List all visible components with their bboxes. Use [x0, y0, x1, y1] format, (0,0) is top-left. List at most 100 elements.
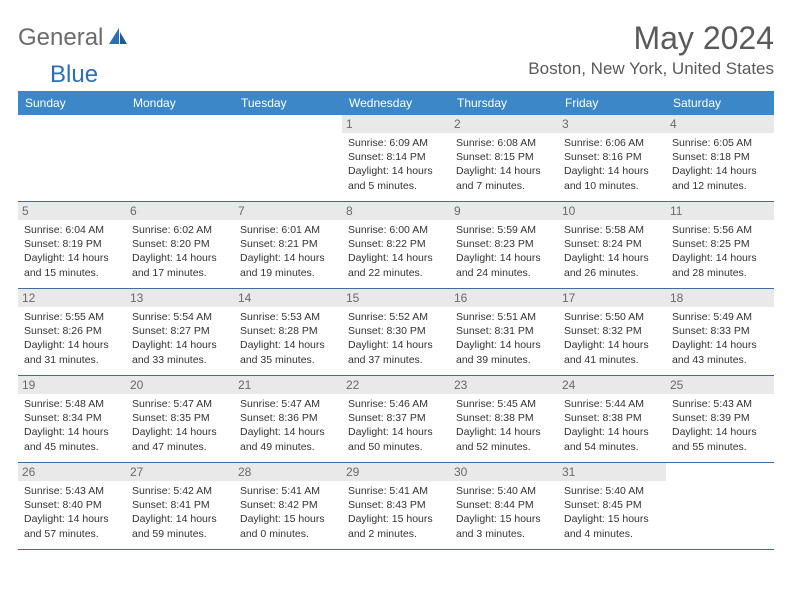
daylight-text: Daylight: 14 hours and 54 minutes. — [564, 425, 660, 453]
sunrise-text: Sunrise: 5:43 AM — [672, 397, 768, 411]
location-subtitle: Boston, New York, United States — [528, 59, 774, 79]
sunset-text: Sunset: 8:16 PM — [564, 150, 660, 164]
day-number: 20 — [126, 376, 234, 394]
day-number: 11 — [666, 202, 774, 220]
day-cell: 23Sunrise: 5:45 AMSunset: 8:38 PMDayligh… — [450, 376, 558, 462]
empty-cell — [18, 115, 126, 201]
weeks-container: 1Sunrise: 6:09 AMSunset: 8:14 PMDaylight… — [18, 115, 774, 550]
week-row: 19Sunrise: 5:48 AMSunset: 8:34 PMDayligh… — [18, 376, 774, 463]
daylight-text: Daylight: 14 hours and 17 minutes. — [132, 251, 228, 279]
daylight-text: Daylight: 14 hours and 35 minutes. — [240, 338, 336, 366]
day-number: 18 — [666, 289, 774, 307]
daylight-text: Daylight: 14 hours and 43 minutes. — [672, 338, 768, 366]
daylight-text: Daylight: 14 hours and 5 minutes. — [348, 164, 444, 192]
day-cell: 27Sunrise: 5:42 AMSunset: 8:41 PMDayligh… — [126, 463, 234, 549]
day-cell: 17Sunrise: 5:50 AMSunset: 8:32 PMDayligh… — [558, 289, 666, 375]
empty-cell — [126, 115, 234, 201]
daylight-text: Daylight: 15 hours and 0 minutes. — [240, 512, 336, 540]
day-cell: 10Sunrise: 5:58 AMSunset: 8:24 PMDayligh… — [558, 202, 666, 288]
day-number: 13 — [126, 289, 234, 307]
day-cell: 12Sunrise: 5:55 AMSunset: 8:26 PMDayligh… — [18, 289, 126, 375]
day-cell: 20 Sunrise: 5:47 AMSunset: 8:35 PMDayligh… — [126, 376, 234, 462]
sunset-text: Sunset: 8:39 PM — [672, 411, 768, 425]
day-number: 31 — [558, 463, 666, 481]
sunrise-text: Sunrise: 6:01 AM — [240, 223, 336, 237]
day-number: 28 — [234, 463, 342, 481]
daylight-text: Daylight: 14 hours and 50 minutes. — [348, 425, 444, 453]
sunrise-text: Sunrise: 5:55 AM — [24, 310, 120, 324]
week-row: 12Sunrise: 5:55 AMSunset: 8:26 PMDayligh… — [18, 289, 774, 376]
day-cell: 24Sunrise: 5:44 AMSunset: 8:38 PMDayligh… — [558, 376, 666, 462]
weekday-header: Sunday — [18, 91, 126, 115]
sunrise-text: Sunrise: 5:47 AM — [132, 397, 228, 411]
day-cell: 15Sunrise: 5:52 AMSunset: 8:30 PMDayligh… — [342, 289, 450, 375]
sunrise-text: Sunrise: 6:00 AM — [348, 223, 444, 237]
sunrise-text: Sunrise: 5:45 AM — [456, 397, 552, 411]
sunset-text: Sunset: 8:25 PM — [672, 237, 768, 251]
sunset-text: Sunset: 8:32 PM — [564, 324, 660, 338]
sunset-text: Sunset: 8:42 PM — [240, 498, 336, 512]
sunrise-text: Sunrise: 5:40 AM — [456, 484, 552, 498]
sunrise-text: Sunrise: 5:44 AM — [564, 397, 660, 411]
empty-cell — [666, 463, 774, 549]
day-number: 5 — [18, 202, 126, 220]
day-number: 27 — [126, 463, 234, 481]
daylight-text: Daylight: 14 hours and 39 minutes. — [456, 338, 552, 366]
day-cell: 29Sunrise: 5:41 AMSunset: 8:43 PMDayligh… — [342, 463, 450, 549]
sunset-text: Sunset: 8:35 PM — [132, 411, 228, 425]
day-cell: 31Sunrise: 5:40 AMSunset: 8:45 PMDayligh… — [558, 463, 666, 549]
day-cell: 3Sunrise: 6:06 AMSunset: 8:16 PMDaylight… — [558, 115, 666, 201]
daylight-text: Daylight: 14 hours and 33 minutes. — [132, 338, 228, 366]
daylight-text: Daylight: 14 hours and 47 minutes. — [132, 425, 228, 453]
day-cell: 7Sunrise: 6:01 AMSunset: 8:21 PMDaylight… — [234, 202, 342, 288]
day-cell: 13 Sunrise: 5:54 AMSunset: 8:27 PMDayligh… — [126, 289, 234, 375]
day-number: 14 — [234, 289, 342, 307]
logo-word-blue: Blue — [50, 61, 98, 89]
daylight-text: Daylight: 14 hours and 59 minutes. — [132, 512, 228, 540]
title-block: May 2024 Boston, New York, United States — [528, 20, 774, 79]
sunset-text: Sunset: 8:31 PM — [456, 324, 552, 338]
sunset-text: Sunset: 8:23 PM — [456, 237, 552, 251]
sunrise-text: Sunrise: 5:40 AM — [564, 484, 660, 498]
day-number: 30 — [450, 463, 558, 481]
sunset-text: Sunset: 8:33 PM — [672, 324, 768, 338]
daylight-text: Daylight: 14 hours and 57 minutes. — [24, 512, 120, 540]
day-number: 29 — [342, 463, 450, 481]
daylight-text: Daylight: 14 hours and 41 minutes. — [564, 338, 660, 366]
sunrise-text: Sunrise: 6:05 AM — [672, 136, 768, 150]
day-number: 24 — [558, 376, 666, 394]
sunset-text: Sunset: 8:44 PM — [456, 498, 552, 512]
day-cell: 16Sunrise: 5:51 AMSunset: 8:31 PMDayligh… — [450, 289, 558, 375]
day-number: 26 — [18, 463, 126, 481]
month-title: May 2024 — [528, 20, 774, 57]
sunset-text: Sunset: 8:27 PM — [132, 324, 228, 338]
sunrise-text: Sunrise: 5:42 AM — [132, 484, 228, 498]
daylight-text: Daylight: 14 hours and 12 minutes. — [672, 164, 768, 192]
sunset-text: Sunset: 8:22 PM — [348, 237, 444, 251]
calendar-page: General May 2024 Boston, New York, Unite… — [0, 0, 792, 570]
sunset-text: Sunset: 8:37 PM — [348, 411, 444, 425]
day-cell: 5Sunrise: 6:04 AMSunset: 8:19 PMDaylight… — [18, 202, 126, 288]
sunrise-text: Sunrise: 5:41 AM — [240, 484, 336, 498]
day-number: 1 — [342, 115, 450, 133]
daylight-text: Daylight: 14 hours and 55 minutes. — [672, 425, 768, 453]
day-number: 8 — [342, 202, 450, 220]
sunset-text: Sunset: 8:20 PM — [132, 237, 228, 251]
daylight-text: Daylight: 14 hours and 22 minutes. — [348, 251, 444, 279]
weekday-header: Thursday — [450, 91, 558, 115]
day-number: 15 — [342, 289, 450, 307]
page-header: General May 2024 Boston, New York, Unite… — [18, 20, 774, 79]
day-number: 7 — [234, 202, 342, 220]
day-number: 16 — [450, 289, 558, 307]
sunrise-text: Sunrise: 6:08 AM — [456, 136, 552, 150]
weekday-header: Saturday — [666, 91, 774, 115]
calendar-grid: SundayMondayTuesdayWednesdayThursdayFrid… — [18, 91, 774, 550]
day-number: 17 — [558, 289, 666, 307]
sunset-text: Sunset: 8:24 PM — [564, 237, 660, 251]
day-cell: 4Sunrise: 6:05 AMSunset: 8:18 PMDaylight… — [666, 115, 774, 201]
sunset-text: Sunset: 8:43 PM — [348, 498, 444, 512]
day-cell: 21Sunrise: 5:47 AMSunset: 8:36 PMDayligh… — [234, 376, 342, 462]
sunrise-text: Sunrise: 5:53 AM — [240, 310, 336, 324]
sunrise-text: Sunrise: 5:54 AM — [132, 310, 228, 324]
sunrise-text: Sunrise: 6:04 AM — [24, 223, 120, 237]
